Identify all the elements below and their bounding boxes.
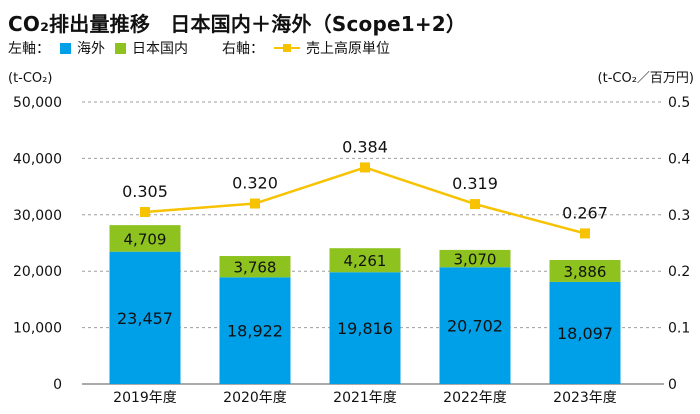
left-tick-label: 10,000 — [13, 321, 62, 337]
overseas-swatch-icon — [60, 42, 71, 54]
intensity-data-label: 0.319 — [452, 174, 498, 193]
intensity-point — [470, 199, 480, 210]
intensity-line-swatch-icon — [274, 42, 300, 54]
legend-left-axis-label: 左軸： — [8, 41, 50, 57]
bar-domestic — [439, 249, 511, 268]
domestic-data-label: 4,261 — [344, 252, 387, 270]
intensity-point — [140, 206, 150, 217]
right-tick-label: 0.4 — [668, 151, 690, 167]
bar-overseas — [439, 267, 511, 384]
x-tick-label: 2021年度 — [333, 390, 397, 406]
left-tick-label: 0 — [53, 377, 62, 393]
legend-domestic-label: 日本国内 — [132, 41, 188, 57]
left-tick-label: 40,000 — [13, 151, 62, 167]
intensity-point — [250, 198, 260, 209]
intensity-data-label: 0.267 — [562, 203, 608, 222]
bar-domestic — [109, 225, 181, 252]
intensity-point — [360, 162, 370, 173]
legend-item-domestic: 日本国内 — [115, 38, 188, 58]
x-tick-label: 2023年度 — [553, 390, 617, 406]
intensity-line — [144, 166, 586, 235]
overseas-data-label: 18,922 — [227, 322, 283, 341]
intensity-data-label: 0.384 — [342, 137, 388, 156]
right-tick-label: 0.1 — [668, 321, 690, 337]
bar-overseas — [219, 277, 291, 384]
intensity-data-label: 0.305 — [122, 182, 168, 201]
intensity-point — [580, 228, 590, 239]
left-tick-label: 30,000 — [13, 208, 62, 224]
left-tick-label: 50,000 — [13, 95, 62, 111]
overseas-data-label: 18,097 — [557, 324, 613, 343]
overseas-data-label: 19,816 — [337, 319, 393, 338]
bar-domestic — [549, 260, 621, 282]
left-tick-label: 20,000 — [13, 264, 62, 280]
right-tick-label: 0.5 — [668, 95, 690, 111]
legend-item-overseas: 海外 — [60, 38, 105, 58]
bar-overseas — [329, 272, 401, 384]
bar-overseas — [549, 281, 621, 384]
bar-overseas — [109, 251, 181, 384]
right-tick-label: 0 — [668, 377, 677, 393]
legend-intensity-label: 売上高原単位 — [306, 41, 390, 57]
bar-domestic — [219, 256, 291, 278]
domestic-data-label: 3,768 — [234, 259, 277, 277]
right-tick-label: 0.3 — [668, 208, 690, 224]
left-axis-unit: (t-CO₂) — [8, 71, 52, 86]
bar-domestic — [329, 248, 401, 273]
chart-title: CO₂排出量推移 日本国内＋海外（Scope1+2） — [8, 12, 467, 36]
legend: 左軸： 海外 日本国内 右軸： 売上高原単位 — [8, 38, 390, 58]
x-tick-label: 2019年度 — [113, 390, 177, 406]
x-tick-label: 2020年度 — [223, 390, 287, 406]
overseas-data-label: 23,457 — [117, 309, 173, 328]
x-tick-label: 2022年度 — [443, 390, 507, 406]
domestic-data-label: 3,070 — [454, 251, 497, 269]
legend-item-intensity: 売上高原単位 — [274, 38, 390, 58]
domestic-data-label: 4,709 — [124, 230, 167, 248]
legend-overseas-label: 海外 — [77, 41, 105, 57]
right-axis-unit: (t-CO₂／百万円) — [598, 71, 694, 86]
overseas-data-label: 20,702 — [447, 317, 503, 336]
intensity-data-label: 0.320 — [232, 174, 278, 193]
domestic-data-label: 3,886 — [564, 263, 607, 281]
right-tick-label: 0.2 — [668, 264, 690, 280]
domestic-swatch-icon — [115, 42, 126, 54]
legend-right-axis-label: 右軸： — [222, 41, 264, 57]
